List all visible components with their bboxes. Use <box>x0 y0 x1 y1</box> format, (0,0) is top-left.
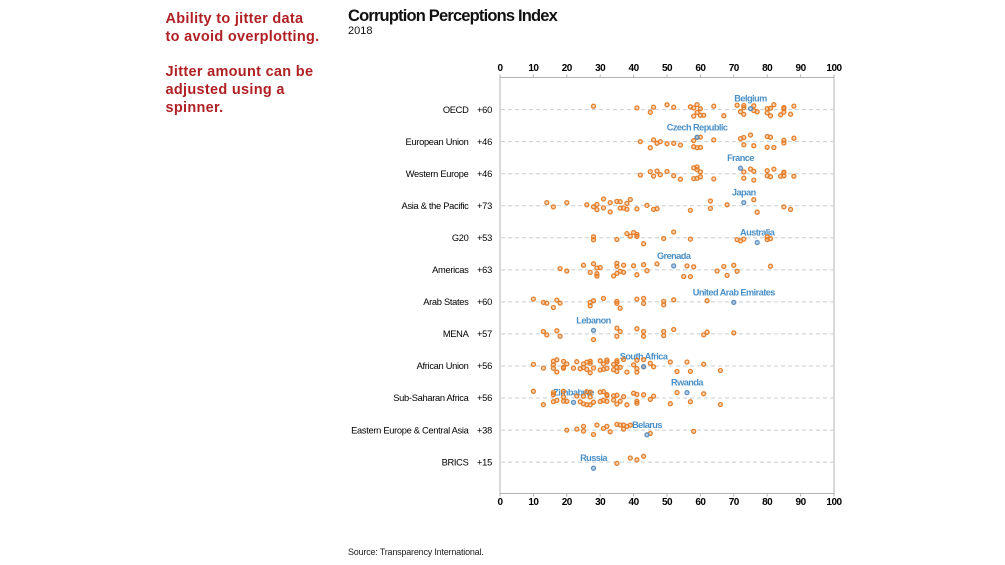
svg-text:France: France <box>727 153 754 163</box>
svg-text:30: 30 <box>595 497 606 508</box>
svg-text:10: 10 <box>528 63 539 74</box>
svg-text:MENA: MENA <box>443 329 470 339</box>
svg-text:0: 0 <box>497 63 503 74</box>
svg-text:30: 30 <box>595 63 606 74</box>
svg-text:100: 100 <box>826 497 842 508</box>
svg-text:European Union: European Union <box>406 137 469 147</box>
svg-text:+63: +63 <box>477 265 492 275</box>
svg-text:+53: +53 <box>477 233 492 243</box>
svg-text:Zimbabwe: Zimbabwe <box>553 387 594 397</box>
svg-text:G20: G20 <box>452 233 469 243</box>
svg-text:Rwanda: Rwanda <box>671 378 704 388</box>
svg-text:+60: +60 <box>477 297 492 307</box>
svg-text:70: 70 <box>729 63 740 74</box>
svg-text:OECD: OECD <box>443 105 469 115</box>
svg-text:+56: +56 <box>477 361 492 371</box>
svg-text:80: 80 <box>762 63 773 74</box>
svg-text:60: 60 <box>695 63 706 74</box>
svg-text:+56: +56 <box>477 393 492 403</box>
svg-text:Western Europe: Western Europe <box>406 169 469 179</box>
svg-text:40: 40 <box>629 497 640 508</box>
svg-text:+60: +60 <box>477 105 492 115</box>
svg-text:60: 60 <box>695 497 706 508</box>
svg-text:Russia: Russia <box>580 453 608 463</box>
svg-text:100: 100 <box>826 63 842 74</box>
svg-text:80: 80 <box>762 497 773 508</box>
svg-text:90: 90 <box>796 497 807 508</box>
svg-text:20: 20 <box>562 63 573 74</box>
svg-text:90: 90 <box>796 63 807 74</box>
svg-text:United Arab Emirates: United Arab Emirates <box>693 287 776 297</box>
svg-text:0: 0 <box>497 497 503 508</box>
svg-text:South Africa: South Africa <box>620 352 669 362</box>
svg-text:Belgium: Belgium <box>734 94 767 104</box>
svg-text:70: 70 <box>729 497 740 508</box>
svg-text:40: 40 <box>629 63 640 74</box>
svg-text:Arab States: Arab States <box>423 297 469 307</box>
svg-text:+46: +46 <box>477 137 492 147</box>
svg-text:Americas: Americas <box>432 265 469 275</box>
svg-text:Grenada: Grenada <box>657 251 692 261</box>
svg-text:+57: +57 <box>477 329 492 339</box>
svg-text:Eastern Europe & Central Asia: Eastern Europe & Central Asia <box>351 425 470 435</box>
svg-text:+73: +73 <box>477 201 492 211</box>
svg-text:10: 10 <box>528 497 539 508</box>
svg-text:Australia: Australia <box>740 228 776 238</box>
svg-text:20: 20 <box>562 497 573 508</box>
svg-text:Japan: Japan <box>732 188 757 198</box>
svg-text:50: 50 <box>662 497 673 508</box>
svg-text:Lebanon: Lebanon <box>576 315 611 325</box>
svg-text:+38: +38 <box>477 425 492 435</box>
svg-text:Asia & the Pacific: Asia & the Pacific <box>402 201 470 211</box>
svg-text:Sub-Saharan Africa: Sub-Saharan Africa <box>393 393 469 403</box>
svg-text:BRICS: BRICS <box>442 457 469 467</box>
svg-text:+46: +46 <box>477 169 492 179</box>
svg-text:Czech Republic: Czech Republic <box>667 122 728 132</box>
svg-text:Belarus: Belarus <box>632 420 662 430</box>
svg-text:50: 50 <box>662 63 673 74</box>
svg-text:+15: +15 <box>477 457 492 467</box>
svg-text:African Union: African Union <box>417 361 469 371</box>
